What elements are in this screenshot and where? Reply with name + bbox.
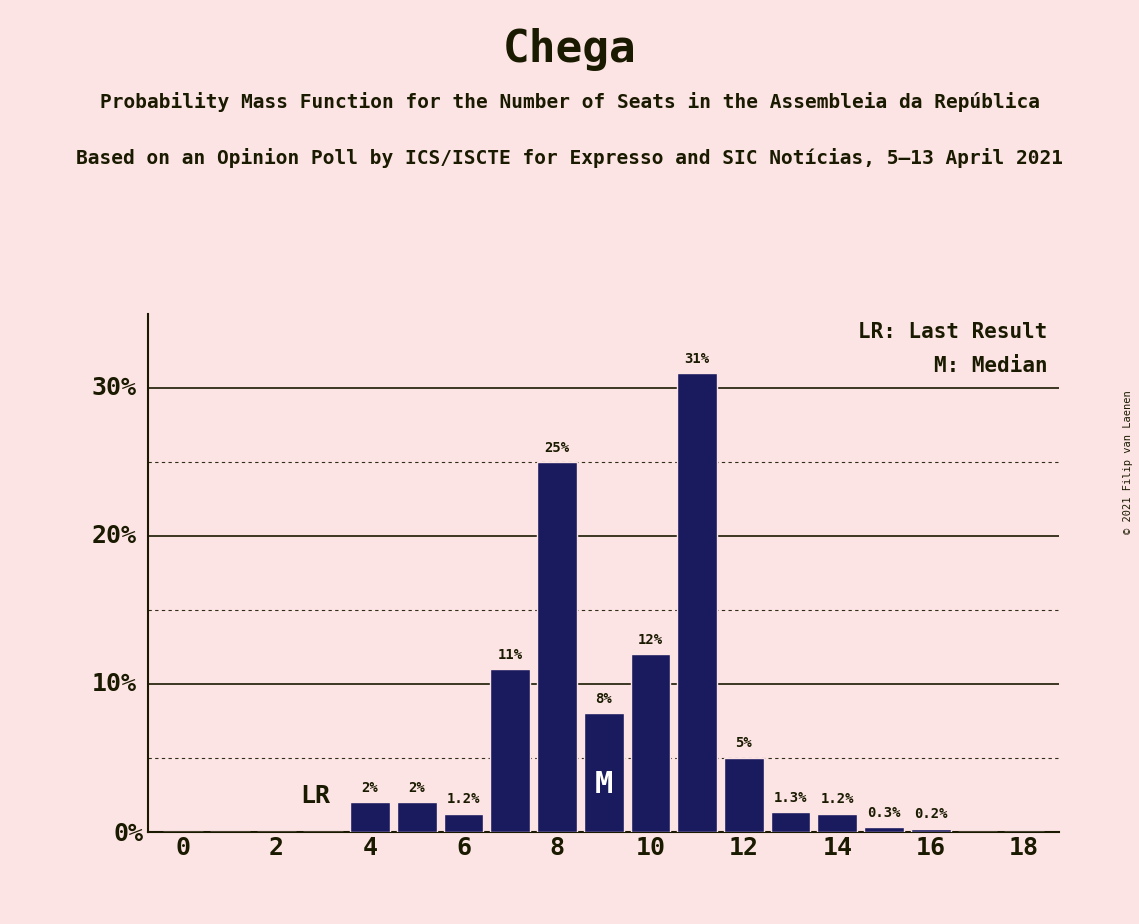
Text: 30%: 30% [91, 376, 137, 400]
Text: 0.3%: 0.3% [867, 806, 901, 820]
Bar [911, 829, 951, 832]
Text: Chega: Chega [502, 28, 637, 71]
Text: 5%: 5% [736, 736, 752, 750]
Text: M: M [595, 770, 613, 798]
Bar [350, 802, 390, 832]
Text: 8%: 8% [596, 692, 612, 706]
Text: 1.2%: 1.2% [820, 793, 854, 807]
Text: 1.3%: 1.3% [773, 791, 808, 805]
Text: 0.2%: 0.2% [913, 808, 948, 821]
Bar [443, 814, 483, 832]
Bar [771, 812, 811, 832]
Text: 25%: 25% [544, 441, 570, 455]
Text: 20%: 20% [91, 524, 137, 548]
Bar [491, 669, 530, 832]
Bar [865, 827, 904, 832]
Text: LR: LR [300, 784, 330, 808]
Bar [678, 373, 716, 832]
Text: 31%: 31% [685, 352, 710, 366]
Text: 1.2%: 1.2% [446, 793, 481, 807]
Text: 10%: 10% [91, 672, 137, 696]
Bar [538, 462, 576, 832]
Bar [584, 713, 623, 832]
Text: Based on an Opinion Poll by ICS/ISCTE for Expresso and SIC Notícias, 5–13 April : Based on an Opinion Poll by ICS/ISCTE fo… [76, 148, 1063, 168]
Bar [396, 802, 436, 832]
Text: M: Median: M: Median [934, 356, 1048, 375]
Text: 2%: 2% [362, 781, 378, 795]
Text: 2%: 2% [409, 781, 425, 795]
Text: 11%: 11% [498, 648, 523, 662]
Text: © 2021 Filip van Laenen: © 2021 Filip van Laenen [1123, 390, 1133, 534]
Bar [724, 758, 764, 832]
Text: Probability Mass Function for the Number of Seats in the Assembleia da República: Probability Mass Function for the Number… [99, 92, 1040, 113]
Text: 12%: 12% [638, 633, 663, 647]
Bar [818, 814, 858, 832]
Bar [631, 654, 670, 832]
Text: LR: Last Result: LR: Last Result [858, 322, 1048, 342]
